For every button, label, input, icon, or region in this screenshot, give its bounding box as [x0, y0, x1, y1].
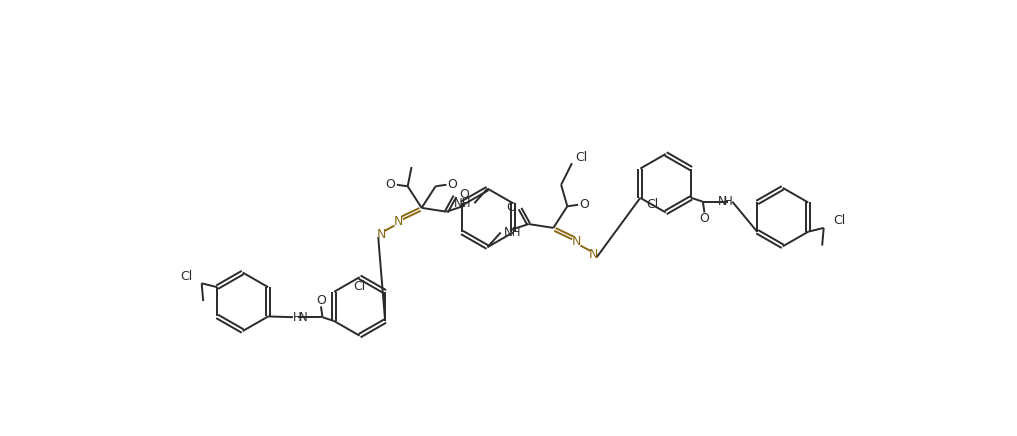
Text: N: N [589, 248, 598, 261]
Text: Cl: Cl [575, 150, 588, 164]
Text: NH: NH [503, 226, 522, 239]
Text: O: O [316, 294, 325, 307]
Text: H: H [293, 311, 302, 324]
Text: N: N [376, 228, 386, 241]
Text: Cl: Cl [646, 198, 658, 211]
Text: O: O [385, 178, 396, 191]
Text: O: O [447, 178, 458, 191]
Text: O: O [700, 212, 710, 225]
Text: Cl: Cl [833, 215, 845, 228]
Text: O: O [580, 198, 589, 211]
Text: N: N [572, 235, 582, 248]
Text: N: N [718, 195, 726, 208]
Text: N: N [394, 215, 403, 228]
Text: O: O [505, 201, 516, 214]
Text: H: H [724, 195, 732, 208]
Text: Cl: Cl [354, 280, 366, 293]
Text: Cl: Cl [180, 270, 192, 283]
Text: NH: NH [454, 197, 471, 210]
Text: O: O [460, 188, 469, 201]
Text: N: N [299, 311, 308, 324]
